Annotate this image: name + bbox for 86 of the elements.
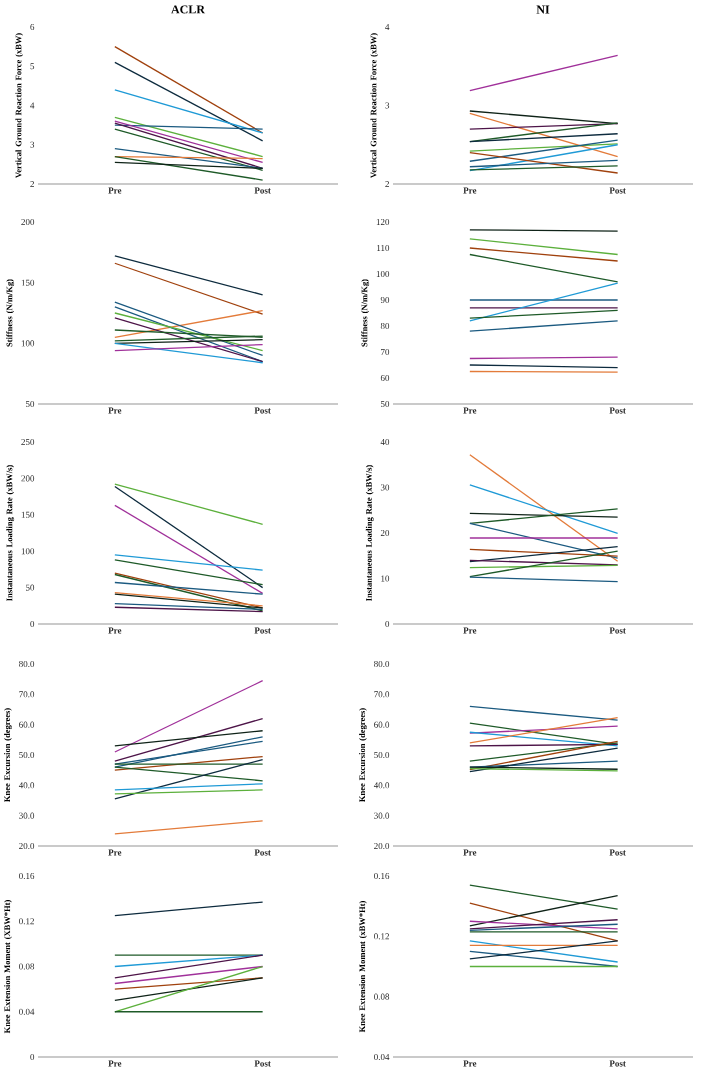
y-tick-label: 10 (381, 575, 390, 582)
y-axis-title: Knee Excursion (degrees) (4, 708, 12, 802)
y-tick-label: 40 (380, 438, 390, 446)
y-tick-label: 50 (380, 400, 390, 408)
y-tick-label: 70.0 (374, 691, 390, 698)
y-tick-label: 0.12 (374, 933, 389, 940)
y-tick-label: 3 (30, 141, 35, 148)
y-tick-label: 60 (380, 374, 390, 382)
x-tick-label: Pre (463, 849, 477, 856)
y-axis-title: Stiffness (N/m/Kg) (6, 279, 15, 347)
x-tick-label: Post (254, 627, 271, 634)
y-axis-title: Knee Extension Moment (XBW*Ht) (4, 900, 12, 1034)
y-tick-label: 0 (385, 620, 390, 628)
y-axis-title: Knee Excursion (degrees) (359, 708, 367, 802)
y-tick-label: 5 (30, 63, 35, 70)
x-tick-label: Post (254, 849, 271, 856)
y-tick-label: 20 (380, 529, 390, 537)
y-axis-title: Instantaneous Loading Rate (xBW/s) (365, 465, 374, 601)
y-tick-label: 3 (385, 102, 390, 109)
y-tick-label: 120 (376, 218, 390, 226)
y-tick-label: 70 (381, 348, 390, 356)
y-tick-label: 150 (21, 279, 35, 286)
y-tick-label: 0.12 (19, 918, 34, 925)
y-tick-label: 60.0 (19, 721, 35, 728)
x-tick-label: Post (254, 187, 271, 194)
y-tick-label: 4 (385, 24, 390, 30)
y-tick-label: 30 (380, 484, 390, 491)
y-tick-label: 50.0 (19, 751, 35, 759)
x-tick-label: Pre (108, 1060, 122, 1067)
x-tick-label: Post (609, 849, 626, 856)
y-tick-label: 2 (385, 181, 389, 187)
y-tick-label: 200 (21, 475, 35, 482)
y-axis-title: Stiffness (N/m/Kg) (361, 279, 370, 347)
x-tick-label: Pre (463, 1060, 477, 1067)
y-tick-label: 30.0 (374, 812, 390, 819)
chart-title: NI (536, 5, 550, 14)
y-tick-label: 4 (30, 102, 35, 109)
y-tick-label: 30.0 (19, 812, 35, 819)
y-tick-label: 250 (21, 438, 35, 446)
y-tick-label: 50 (25, 400, 35, 408)
y-axis-title: Vertical Ground Reaction Force (xBW) (370, 33, 379, 179)
x-tick-label: Post (609, 407, 626, 414)
y-axis-title: Instantaneous Loading Rate (xBW/s) (6, 465, 15, 601)
y-tick-label: 100 (21, 340, 35, 347)
y-tick-label: 0.04 (374, 1053, 390, 1061)
x-tick-label: Post (254, 1060, 271, 1067)
x-tick-label: Pre (108, 187, 122, 194)
y-tick-label: 60.0 (374, 721, 390, 728)
y-tick-label: 0.08 (374, 993, 390, 1000)
y-tick-label: 20.0 (19, 842, 35, 850)
y-tick-label: 110 (377, 244, 390, 252)
x-tick-label: Pre (108, 407, 122, 414)
chart-title: ACLR (171, 5, 206, 14)
x-tick-label: Post (609, 1060, 626, 1067)
y-tick-label: 0.08 (19, 963, 35, 970)
x-tick-label: Post (609, 627, 626, 634)
y-tick-label: 40.0 (373, 782, 390, 789)
y-axis-title: Knee Extension Moment (xBW*Ht) (359, 901, 367, 1033)
y-tick-label: 150 (21, 511, 35, 518)
y-tick-label: 90 (380, 296, 390, 304)
y-tick-label: 0 (30, 1053, 35, 1061)
x-tick-label: Pre (463, 187, 477, 194)
x-tick-label: Pre (108, 627, 122, 634)
y-tick-label: 100 (376, 270, 390, 278)
y-tick-label: 6 (30, 23, 35, 31)
y-tick-label: 80.0 (19, 660, 35, 668)
x-tick-label: Post (609, 187, 626, 194)
y-tick-label: 200 (21, 218, 35, 226)
y-axis-title: Vertical Ground Reaction Force (xBW) (15, 33, 24, 179)
y-tick-label: 0.04 (19, 1008, 35, 1015)
y-tick-label: 0 (30, 620, 35, 628)
y-tick-label: 80.0 (374, 660, 390, 668)
y-tick-label: 80 (380, 322, 390, 330)
y-tick-label: 20.0 (374, 842, 390, 850)
y-tick-label: 50.0 (374, 751, 390, 759)
y-tick-label: 2 (30, 181, 34, 187)
x-tick-label: Post (254, 407, 271, 414)
x-tick-label: Pre (108, 849, 122, 856)
y-tick-label: 0.16 (19, 872, 35, 880)
y-tick-label: 50 (25, 584, 35, 591)
x-tick-label: Pre (463, 627, 477, 634)
y-tick-label: 0.16 (374, 872, 390, 880)
y-tick-label: 100 (21, 548, 35, 555)
y-tick-label: 40.0 (18, 782, 35, 789)
x-tick-label: Pre (463, 407, 477, 414)
y-tick-label: 70.0 (19, 691, 35, 698)
